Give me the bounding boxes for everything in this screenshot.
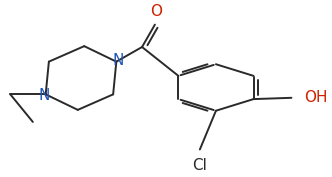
Text: N: N [112, 53, 124, 68]
Text: Cl: Cl [193, 158, 207, 173]
Text: O: O [150, 4, 162, 19]
Text: OH: OH [304, 90, 328, 105]
Text: N: N [39, 88, 50, 103]
